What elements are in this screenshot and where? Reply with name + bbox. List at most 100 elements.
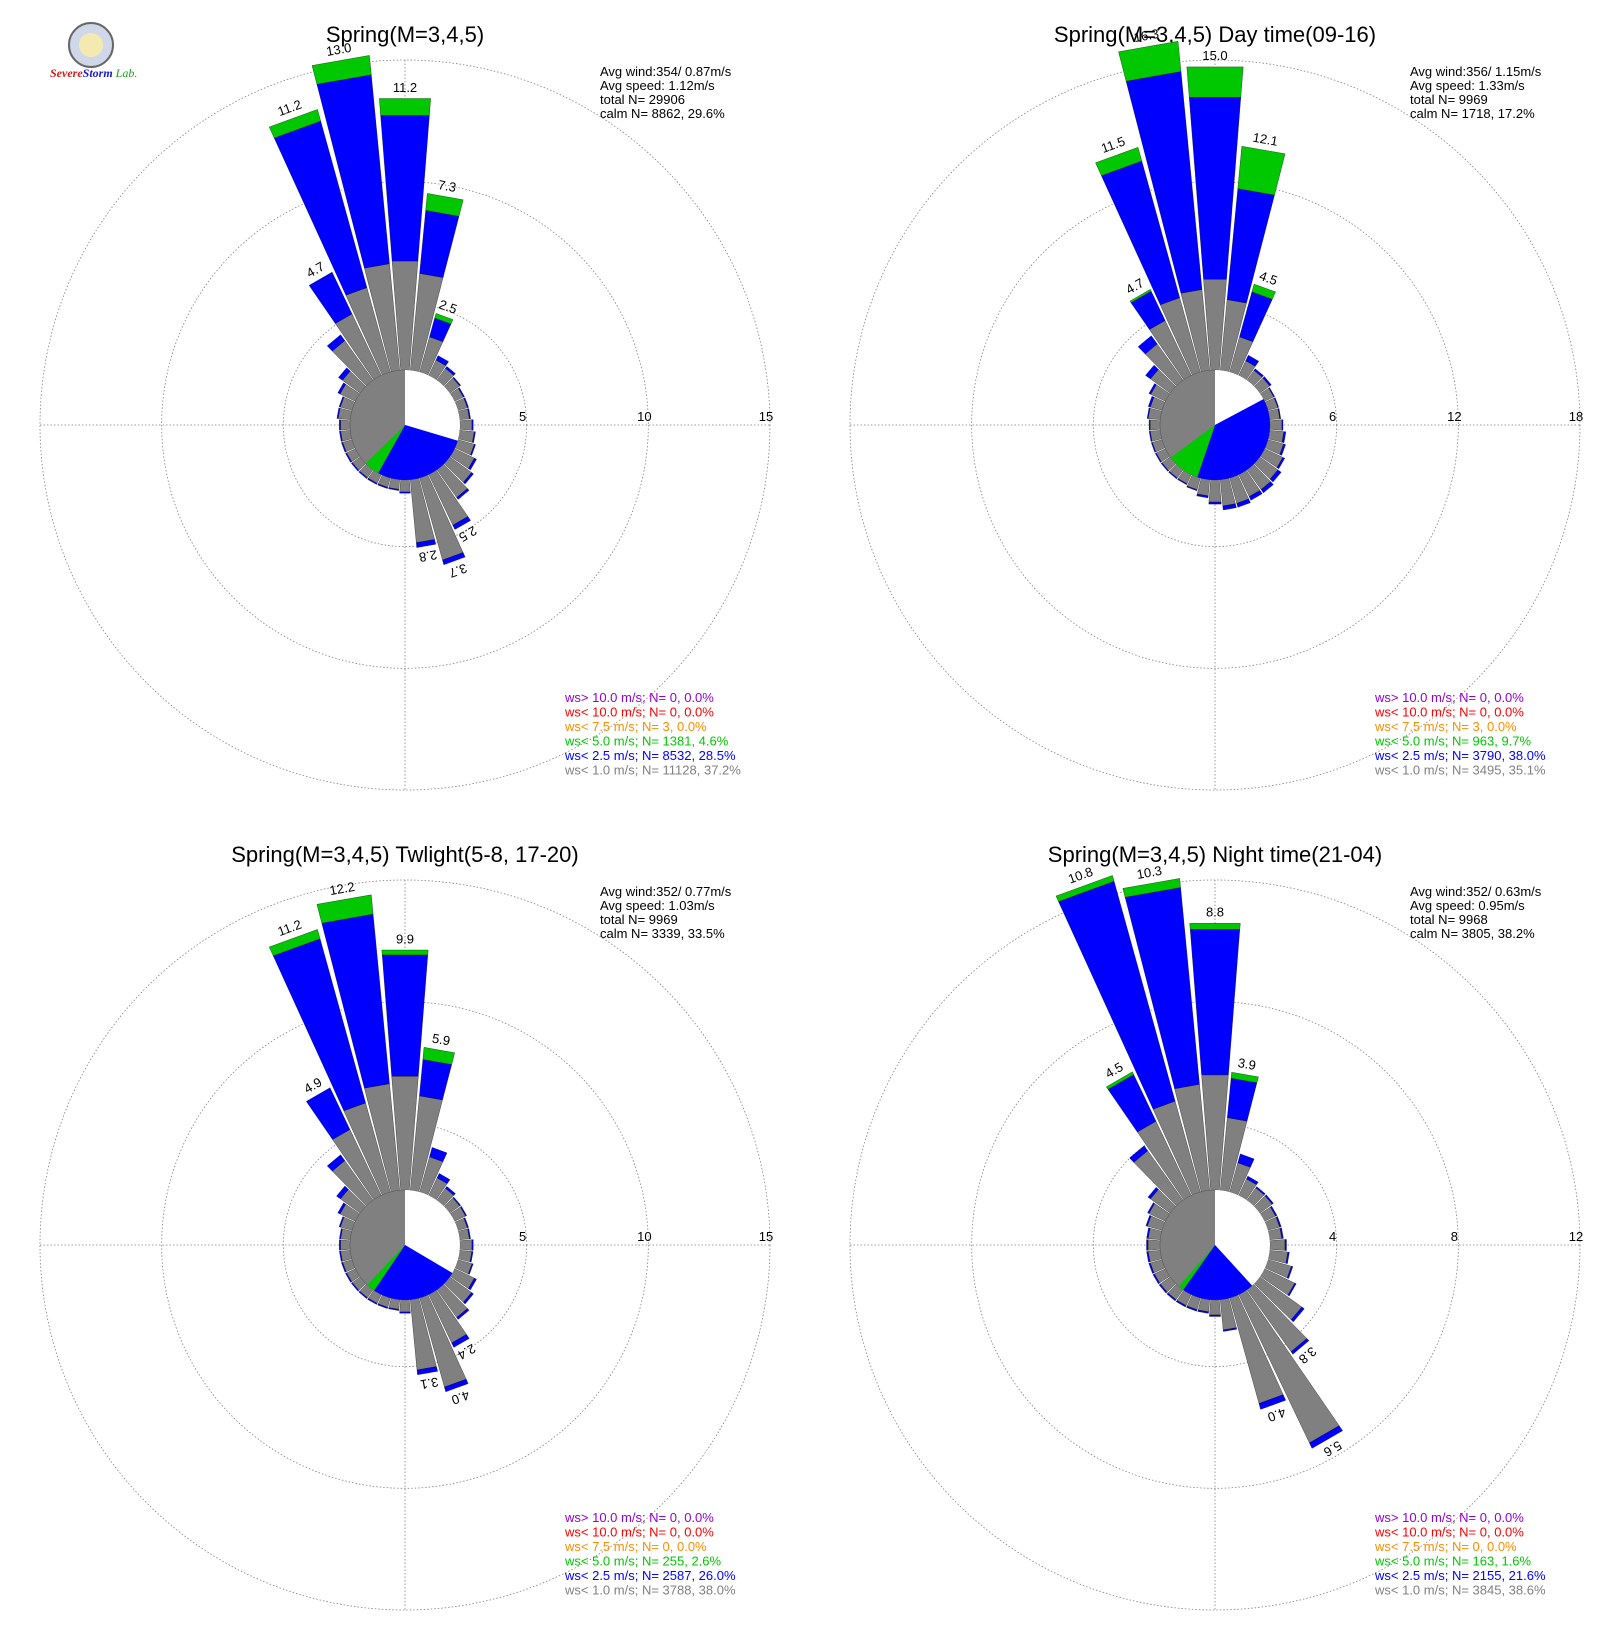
rose-bar-segment <box>1260 481 1274 494</box>
windrose-panel-night: Spring(M=3,4,5) Night time(21-04) 8.8 3.9 3… <box>810 820 1620 1640</box>
rose-bar-segment <box>338 396 345 408</box>
stats-line: calm N= 1718, 17.2% <box>1410 106 1535 121</box>
rose-bar-segment <box>1137 335 1158 355</box>
rose-bar-segment <box>1287 1282 1297 1297</box>
range-ring <box>161 1001 649 1489</box>
legend-entry: ws< 2.5 m/s; N= 2587, 26.0% <box>564 1568 736 1583</box>
rose-bar-segment <box>1147 1187 1159 1200</box>
rose-bar-segment <box>388 1307 399 1311</box>
rose-bar-segment <box>429 1147 448 1162</box>
rose-bar-segment <box>1147 408 1162 420</box>
rose-bar-segment <box>1158 1283 1168 1294</box>
rose-bar-segment <box>458 1228 470 1240</box>
calm-pie-slice <box>1215 370 1264 425</box>
rose-bar-segment <box>1148 383 1157 395</box>
legend-entry: ws> 10.0 m/s; N= 0, 0.0% <box>564 1510 714 1525</box>
ring-label: 12 <box>1447 409 1461 424</box>
rose-bar-segment <box>1245 354 1260 367</box>
legend-entry: ws< 1.0 m/s; N= 3845, 38.6% <box>1374 1583 1546 1598</box>
rose-bar-segment <box>463 1217 469 1228</box>
bar-total-label: 8.8 <box>1206 905 1224 920</box>
rose-bar-segment <box>1287 1266 1294 1279</box>
rose-bar-segment <box>382 954 428 1077</box>
rose-bar-segment <box>1279 443 1286 456</box>
rose-bar-segment <box>471 1239 474 1251</box>
rose-bar-segment <box>1149 419 1161 431</box>
bar-total-label: 10.3 <box>1136 863 1164 882</box>
bar-total-label: 5.9 <box>431 1031 451 1049</box>
rose-bar-segment <box>340 430 352 442</box>
calm-pie-slice <box>1183 1245 1253 1301</box>
rose-bar-segment <box>1095 147 1142 176</box>
rose-bar-segment <box>1262 376 1272 387</box>
rose-bar-segment <box>339 1239 341 1251</box>
legend-entry: ws< 1.0 m/s; N= 11128, 37.2% <box>564 763 741 778</box>
rose-bar-segment <box>1147 1250 1162 1262</box>
rose-bar-segment <box>1190 929 1240 1076</box>
rose-bar-segment <box>1269 419 1283 431</box>
rose-bar-segment <box>268 109 321 139</box>
rose-bar-segment <box>337 408 352 420</box>
rose-bar-segment <box>1146 407 1151 419</box>
calm-pie-slice <box>378 425 458 480</box>
rose-bar-segment <box>340 419 351 431</box>
ring-label: 10 <box>637 409 651 424</box>
rose-bar-segment <box>1253 368 1264 378</box>
calm-pie-slice <box>405 370 460 441</box>
legend-entry: ws< 7.5 m/s; N= 0, 0.0% <box>1374 1539 1517 1554</box>
rose-bar-segment <box>467 1228 471 1239</box>
rose-bar-segment <box>1209 1299 1221 1316</box>
rose-bar-segment <box>1309 1425 1343 1449</box>
rose-bar-segment <box>1177 478 1188 485</box>
rose-bar-segment <box>351 462 360 472</box>
bar-total-label: 7.3 <box>437 177 457 195</box>
rose-bar-segment <box>379 98 431 116</box>
legend-entry: ws< 7.5 m/s; N= 3, 0.0% <box>564 719 707 734</box>
rose-bar-segment <box>341 442 347 453</box>
calm-pie-slice <box>367 1245 405 1291</box>
rose-bar-segment <box>268 929 321 956</box>
legend-entry: ws< 5.0 m/s; N= 163, 1.6% <box>1374 1554 1532 1569</box>
legend-entry: ws< 2.5 m/s; N= 8532, 28.5% <box>564 748 736 763</box>
rose-bar-segment <box>436 1173 451 1184</box>
chart-title: Spring(M=3,4,5) Night time(21-04) <box>1048 842 1382 867</box>
rose-bar-segment <box>459 1239 473 1251</box>
stats-line: total N= 29906 <box>600 92 685 107</box>
windrose-chart: Spring(M=3,4,5)11.27.32.52.53.72.84.711.… <box>39 22 773 791</box>
rose-bar-segment <box>1290 1306 1305 1323</box>
stats-line: total N= 9968 <box>1410 912 1488 927</box>
legend-entry: ws> 10.0 m/s; N= 0, 0.0% <box>564 690 714 705</box>
ring-label: 10 <box>637 1229 651 1244</box>
legend-entry: ws< 10.0 m/s; N= 0, 0.0% <box>564 705 714 720</box>
windrose-chart: Spring(M=3,4,5) Twlight(5-8, 17-20) 9.9 5.… <box>39 842 773 1611</box>
rose-bar-segment <box>336 407 341 419</box>
rose-bar-segment <box>1155 452 1162 463</box>
rose-bar-segment <box>339 1228 343 1239</box>
rose-bar-segment <box>452 516 471 530</box>
rose-bar-segment <box>463 472 474 485</box>
bar-total-label: 4.0 <box>450 1387 472 1407</box>
rose-bar-segment <box>1150 430 1162 442</box>
chart-title: Spring(M=3,4,5) Day time(09-16) <box>1054 22 1376 47</box>
rose-bar-segment <box>1237 146 1286 196</box>
rose-bar-segment <box>1269 469 1282 483</box>
legend-entry: ws< 10.0 m/s; N= 0, 0.0% <box>1374 1525 1524 1540</box>
rose-bar-segment <box>419 1059 452 1101</box>
rose-bar-segment <box>445 1186 456 1196</box>
ring-label: 15 <box>759 1229 773 1244</box>
bar-total-label: 15.0 <box>1202 48 1227 63</box>
logo-seal-icon <box>68 22 114 68</box>
rose-bar-segment <box>340 1239 351 1251</box>
ring-label: 8 <box>1451 1229 1458 1244</box>
bar-total-label: 11.2 <box>276 917 304 939</box>
rose-bar-segment <box>1055 875 1115 902</box>
legend-entry: ws< 2.5 m/s; N= 2155, 21.6% <box>1374 1568 1546 1583</box>
rose-bar-segment <box>434 313 454 325</box>
rose-bar-segment <box>337 382 346 395</box>
rose-bar-segment <box>377 1303 388 1309</box>
rose-bar-segment <box>1249 490 1263 501</box>
rose-bar-segment <box>388 478 400 490</box>
rose-bar-segment <box>381 949 429 956</box>
stats-line: Avg speed: 1.33m/s <box>1410 78 1525 93</box>
rose-bar-segment <box>458 1250 473 1262</box>
